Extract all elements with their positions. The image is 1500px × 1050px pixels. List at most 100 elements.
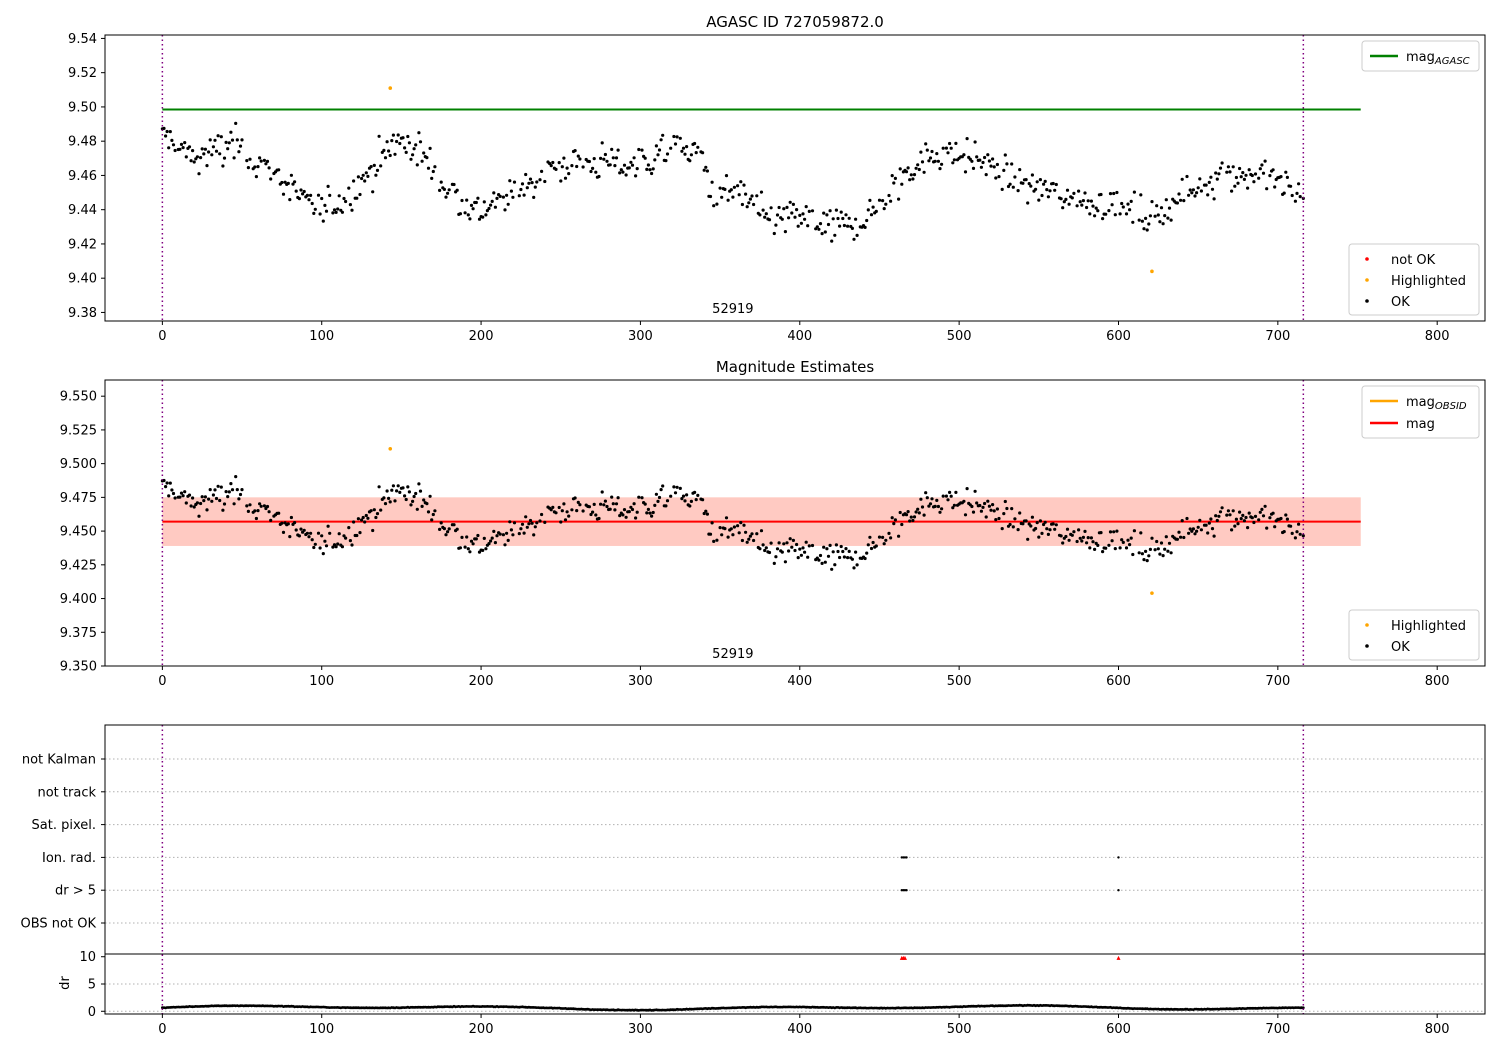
ok-point [1279,175,1283,179]
ok-point [1112,191,1116,196]
ok-point [446,530,450,534]
ok-point [348,203,352,207]
y-tick-label: 9.400 [60,592,97,607]
ok-point [1101,217,1105,221]
ok-point [946,498,950,502]
ok-point [1042,522,1046,527]
ok-point [195,501,199,505]
ok-point [630,163,635,167]
ok-point [326,184,330,188]
ok-point [962,499,966,503]
ok-point [1107,209,1111,213]
ok-point [388,500,392,504]
ok-point [736,524,740,528]
ok-point [689,499,694,503]
ok-point [908,178,912,182]
ok-point [1061,541,1065,545]
ok-point [1236,181,1240,185]
ok-point [597,174,601,179]
ok-point [288,535,292,539]
ok-point [227,141,231,145]
ok-point [758,547,762,551]
ok-point [431,169,435,174]
ok-point [1144,216,1148,220]
ok-point [834,543,839,547]
y-tick-label: 9.475 [60,491,97,506]
ok-point [1185,174,1189,179]
ok-point [232,156,236,160]
ok-point [277,168,281,172]
ok-point [1230,528,1234,532]
ok-point [179,491,184,495]
ok-point [358,531,362,535]
ok-point [1204,523,1208,527]
ok-point [224,140,228,144]
y-tick-label: 9.46 [68,169,97,184]
legend-point-swatch [1365,623,1369,627]
ok-point [627,166,631,170]
ok-point [438,527,442,532]
ok-point [1054,523,1058,527]
flag-point [1117,889,1120,892]
ok-point [1121,540,1125,545]
ok-point [179,142,184,146]
ok-point [1295,191,1299,195]
ok-point [909,515,913,519]
ok-point [391,133,395,137]
ok-point [842,555,847,559]
ok-point [1209,175,1213,179]
ok-point [468,550,472,554]
ok-point [259,159,263,163]
ok-point [197,172,201,176]
ok-point [294,528,298,532]
ok-point [739,180,743,184]
ok-point [1195,529,1199,533]
ok-point [1078,200,1082,204]
ok-point [1115,529,1119,533]
ok-point [882,207,886,211]
ok-point [240,138,244,142]
ok-point [414,143,418,147]
ok-point [1059,534,1063,538]
ok-point [323,203,327,207]
y-tick-label: 9.550 [60,390,97,405]
ok-point [1086,199,1090,203]
ok-point [173,496,177,500]
ok-point [1263,159,1267,163]
ok-point [1257,176,1261,180]
ok-point [487,206,491,211]
ok-point [581,509,585,513]
ok-point [495,196,499,200]
ok-point [446,191,450,195]
ok-point [657,495,662,500]
ok-point [1147,222,1151,226]
ok-point [1257,518,1261,522]
ok-point [1126,202,1130,206]
ok-point [767,218,772,222]
ok-point [1228,170,1232,174]
ok-point [622,508,627,512]
ok-point [230,138,235,142]
ok-point [1226,509,1230,513]
ok-point [1115,190,1119,195]
ok-point [474,200,478,205]
ok-point [1002,168,1006,172]
ok-point [1108,192,1113,196]
flag-label: not track [37,785,96,800]
ok-point [681,146,686,150]
ok-point [777,541,781,545]
ok-point [1078,536,1082,540]
ok-point [412,147,416,151]
ok-point [777,205,781,210]
ok-point [724,516,729,520]
ok-point [1043,179,1047,183]
ok-point [1016,528,1020,532]
ok-point [309,531,313,535]
ok-point [1285,517,1289,521]
ok-point [463,211,467,215]
ok-point [614,502,619,506]
ok-point [1042,182,1046,186]
ok-point [1231,509,1235,513]
ok-point [594,170,598,174]
ok-point [656,153,660,157]
